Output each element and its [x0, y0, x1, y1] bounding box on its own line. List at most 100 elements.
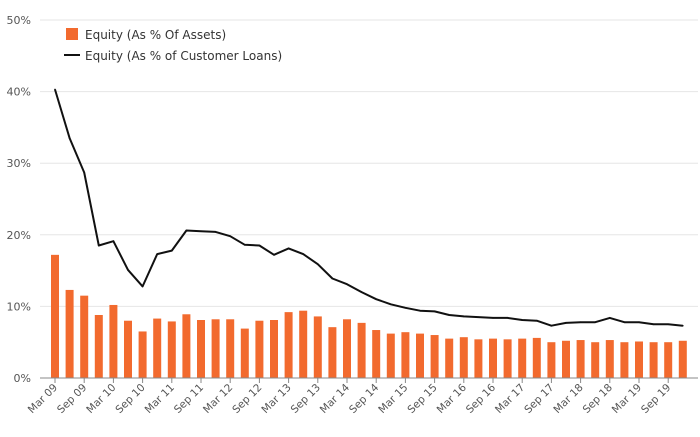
x-tick-label: Sep 17 [522, 382, 556, 416]
line-point-equity-loans [287, 247, 290, 250]
line-point-equity-loans [317, 263, 319, 265]
bar-equity-assets [153, 318, 162, 378]
line-point-equity-loans [682, 324, 684, 327]
y-tick-label: 30% [7, 157, 31, 170]
line-point-equity-loans [506, 317, 509, 319]
bar-series-equity-assets [51, 254, 687, 378]
line-point-equity-loans [83, 171, 85, 174]
legend-label-line: Equity (As % of Customer Loans) [85, 49, 282, 63]
line-point-equity-loans [141, 285, 144, 288]
line-equity-loans [54, 89, 683, 327]
bar-equity-assets [489, 338, 497, 378]
x-tick-label: Sep 16 [464, 381, 499, 416]
line-point-equity-loans [112, 240, 115, 243]
x-tick-label: Mar 10 [84, 382, 118, 416]
bar-equity-assets [80, 295, 89, 378]
bar-equity-assets [124, 320, 132, 378]
line-point-equity-loans [623, 321, 626, 323]
bar-equity-assets [299, 310, 308, 378]
x-tick-label: Mar 15 [376, 382, 410, 416]
line-point-equity-loans [185, 229, 188, 232]
line-point-equity-loans [390, 303, 392, 306]
x-tick-label: Sep 11 [172, 382, 206, 416]
line-point-equity-loans [448, 314, 451, 316]
line-point-equity-loans [579, 321, 582, 323]
x-tick-label: Sep 12 [230, 382, 264, 416]
line-point-equity-loans [463, 315, 465, 318]
line-point-equity-loans [214, 231, 217, 233]
line-point-equity-loans [156, 253, 158, 255]
y-tick-label: 10% [7, 300, 31, 313]
legend-label-bar: Equity (As % Of Assets) [85, 28, 226, 42]
bar-equity-assets [167, 321, 176, 378]
x-tick-label: Mar 16 [435, 381, 470, 416]
x-tick-label: Sep 15 [405, 382, 439, 416]
x-tick-label: Sep 19 [639, 382, 673, 416]
line-point-equity-loans [258, 244, 261, 247]
line-point-equity-loans [638, 321, 640, 323]
bar-equity-assets [518, 338, 527, 378]
x-tick-label: Sep 09 [55, 382, 89, 416]
bar-equity-assets [255, 320, 264, 378]
bar-equity-assets [51, 254, 59, 378]
line-point-equity-loans [404, 307, 407, 309]
line-point-equity-loans [652, 323, 655, 326]
line-point-equity-loans [433, 310, 436, 313]
line-point-equity-loans [550, 324, 553, 327]
x-tick-label: Sep 13 [289, 382, 323, 416]
line-point-equity-loans [331, 277, 334, 280]
y-axis-ticks: 0% 10% 20% 30% 40% 50% [7, 14, 31, 385]
line-point-equity-loans [54, 88, 56, 91]
x-tick-label: Mar 19 [610, 382, 644, 416]
bar-equity-assets [313, 316, 322, 378]
bar-equity-assets [605, 340, 614, 378]
x-tick-label: Mar 12 [201, 382, 235, 416]
line-point-equity-loans [419, 309, 421, 312]
legend: Equity (As % Of Assets) Equity (As % of … [64, 28, 282, 63]
line-point-equity-loans [609, 317, 611, 319]
line-point-equity-loans [229, 235, 231, 238]
bar-equity-assets [211, 319, 220, 378]
y-tick-label: 0% [14, 372, 31, 385]
y-tick-label: 50% [7, 14, 31, 27]
x-tick-label: Mar 09 [26, 382, 60, 416]
y-tick-label: 20% [7, 229, 31, 242]
x-tick-label: Sep 18 [581, 382, 615, 416]
bar-equity-assets [270, 320, 278, 378]
bar-equity-assets [401, 332, 410, 378]
line-point-equity-loans [171, 249, 173, 252]
bar-equity-assets [430, 335, 439, 378]
line-point-equity-loans [244, 244, 246, 246]
bar-equity-assets [547, 342, 556, 378]
bar-equity-assets [138, 331, 147, 378]
bar-equity-assets [386, 333, 395, 378]
bar-equity-assets [94, 314, 103, 378]
bar-equity-assets [328, 327, 337, 378]
bar-equity-assets [649, 342, 658, 378]
x-tick-label: Mar 11 [143, 382, 177, 416]
bar-equity-assets [343, 319, 351, 378]
bar-equity-assets [459, 337, 468, 378]
bar-equity-assets [678, 340, 687, 378]
gridlines [40, 19, 698, 307]
line-point-equity-loans [98, 244, 100, 247]
bar-equity-assets [109, 304, 118, 378]
bar-equity-assets [372, 330, 381, 378]
bar-equity-assets [474, 339, 483, 378]
x-tick-label: Mar 14 [318, 381, 353, 416]
bar-equity-assets [445, 338, 454, 378]
bar-equity-assets [416, 333, 424, 378]
line-point-equity-loans [127, 269, 129, 271]
legend-swatch-bar [66, 28, 78, 40]
line-series-equity-loans [54, 88, 684, 327]
bar-equity-assets [635, 341, 643, 378]
bar-equity-assets [357, 322, 366, 378]
bar-equity-assets [503, 339, 512, 378]
bar-equity-assets [664, 342, 673, 378]
line-point-equity-loans [273, 254, 275, 256]
line-point-equity-loans [477, 316, 480, 318]
line-point-equity-loans [536, 319, 538, 322]
